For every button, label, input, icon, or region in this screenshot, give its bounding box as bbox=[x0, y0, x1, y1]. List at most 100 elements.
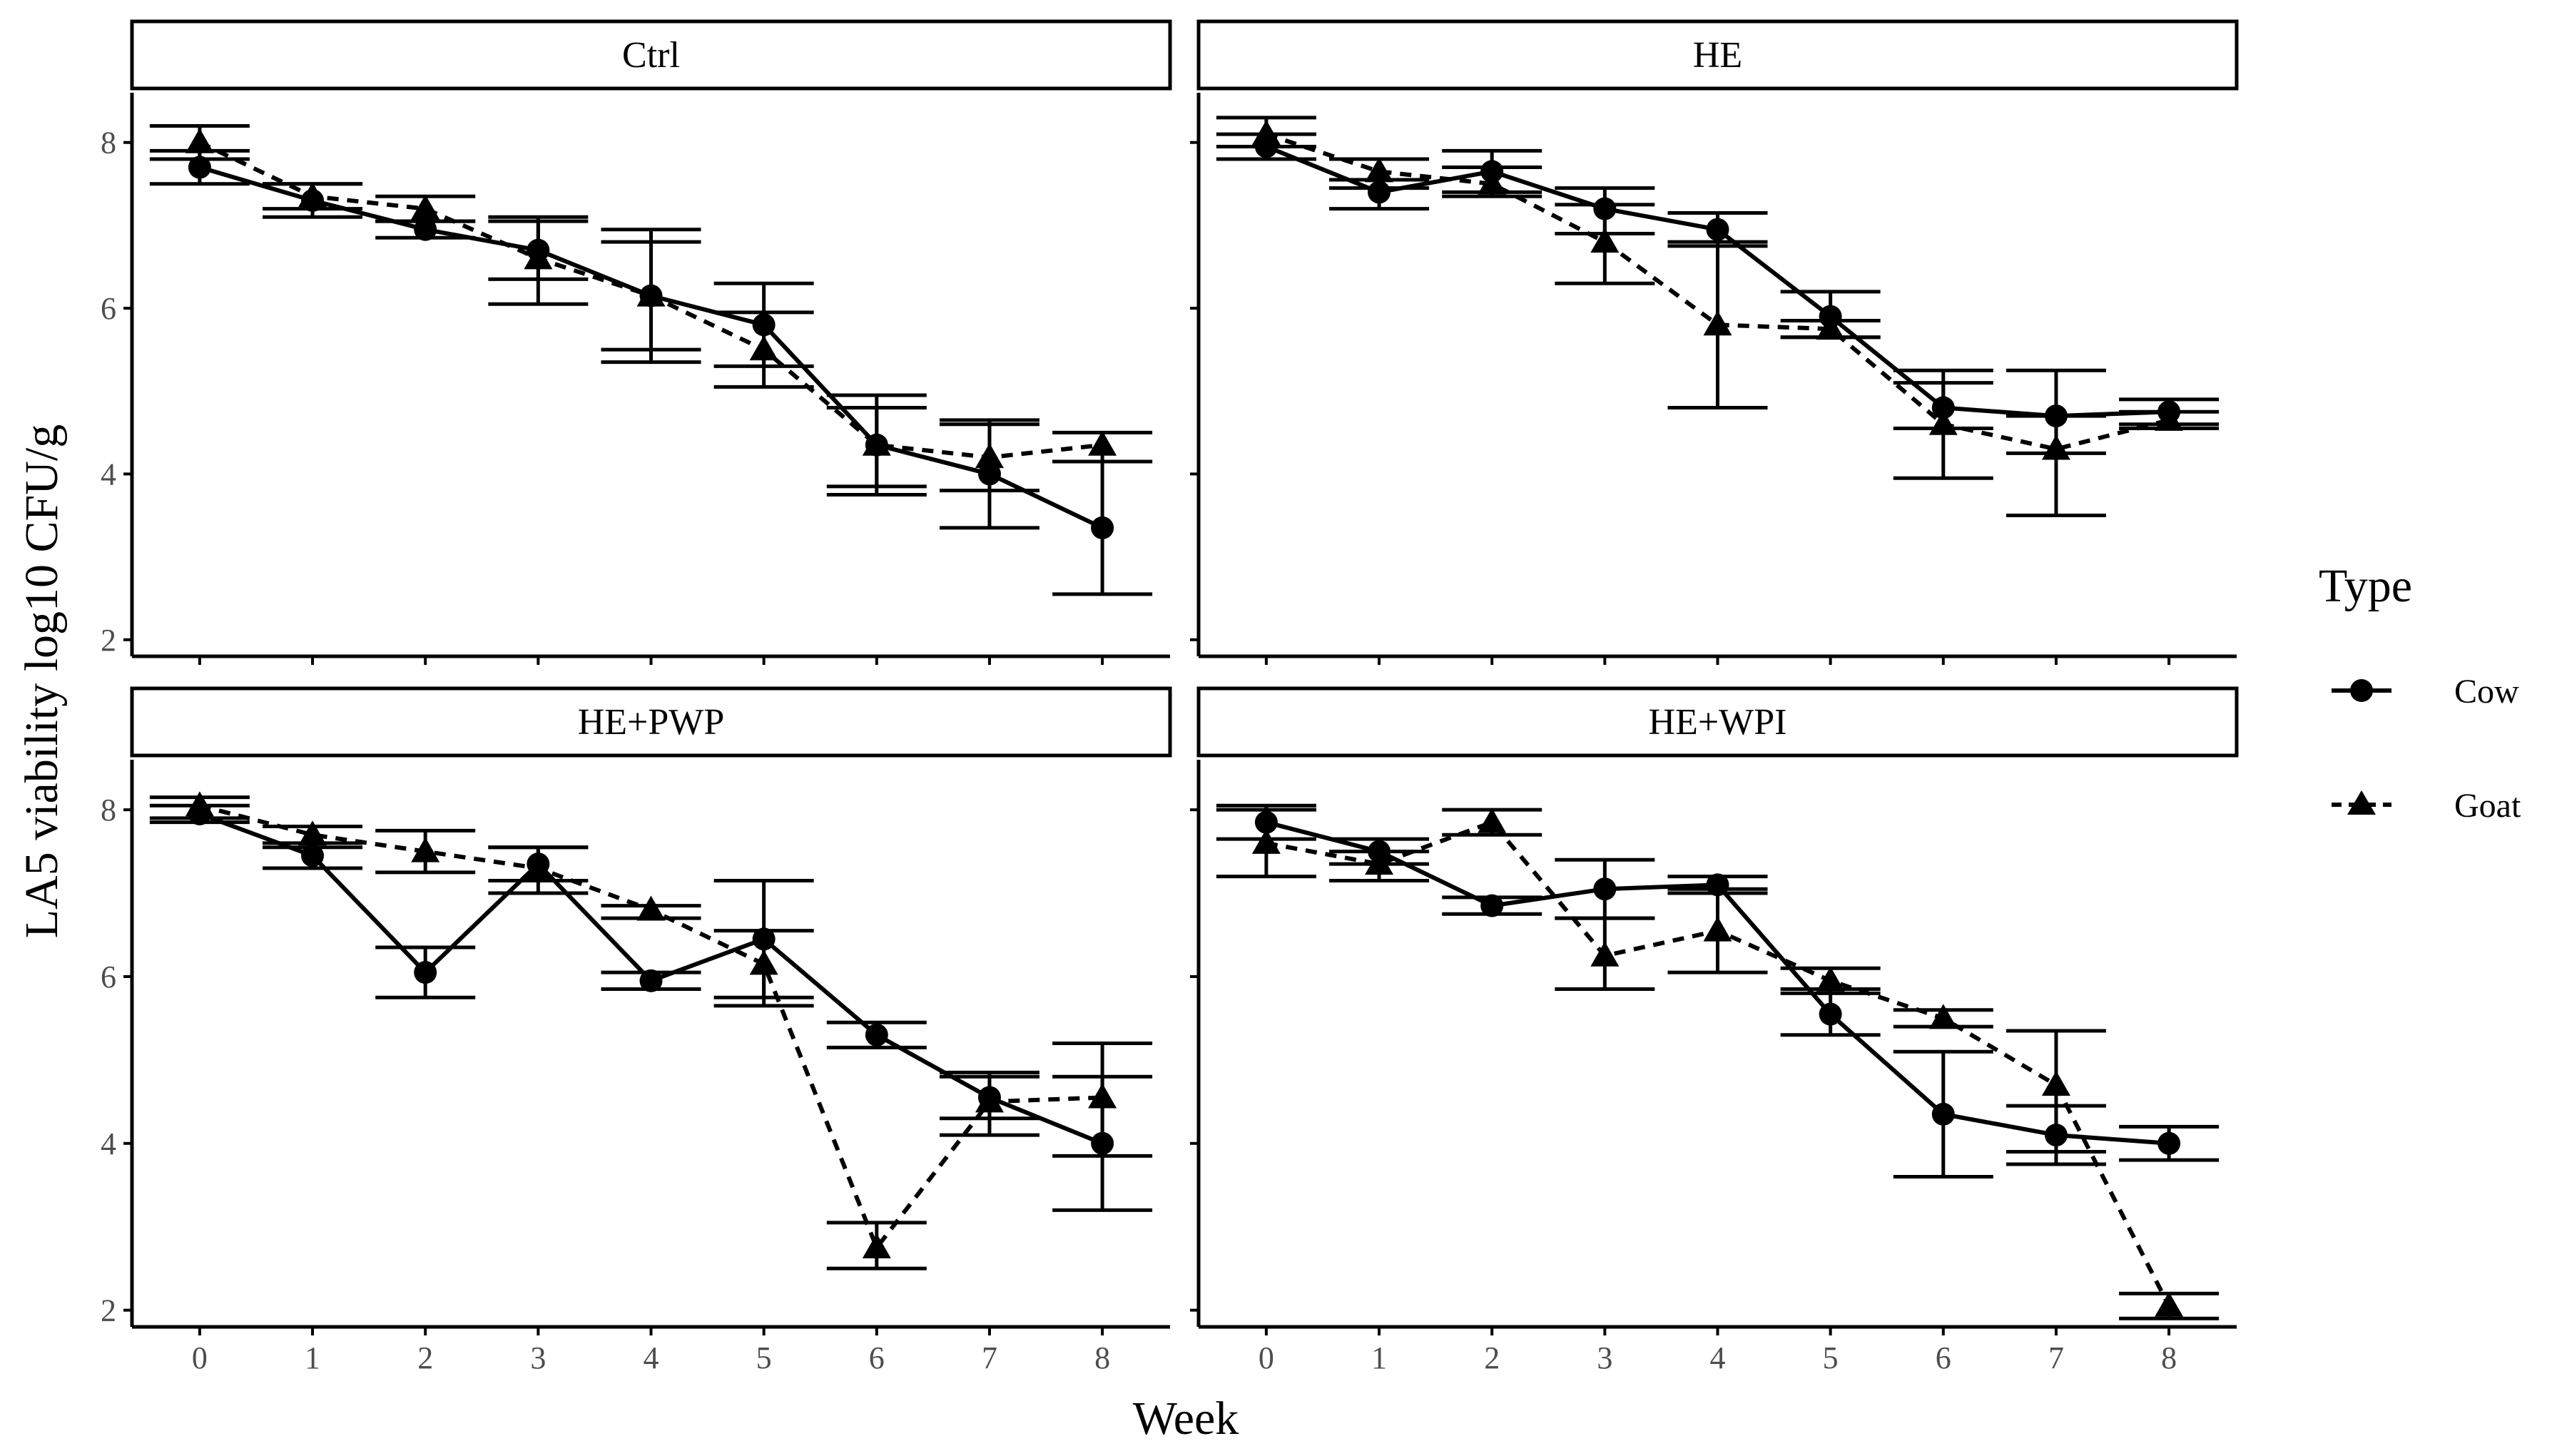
data-point-goat bbox=[298, 820, 327, 846]
panel-title: HE bbox=[1693, 35, 1742, 76]
data-point-cow bbox=[1480, 894, 1504, 917]
panel-title: HE+PWP bbox=[578, 702, 725, 743]
x-tick-label: 3 bbox=[530, 1340, 546, 1375]
y-tick-label: 6 bbox=[101, 959, 116, 994]
data-point-goat bbox=[1251, 120, 1281, 146]
y-tick-label: 8 bbox=[101, 793, 116, 828]
data-point-cow bbox=[414, 961, 437, 984]
x-axis-title: Week bbox=[1133, 1393, 1239, 1445]
legend-cow-marker-icon bbox=[2350, 679, 2373, 702]
x-tick-label: 0 bbox=[1259, 1340, 1274, 1375]
panel-strip bbox=[1196, 686, 2239, 758]
series-goat bbox=[1216, 116, 2220, 517]
data-point-goat bbox=[411, 837, 440, 862]
data-point-cow bbox=[865, 1023, 888, 1047]
series-goat bbox=[149, 791, 1153, 1271]
data-point-goat bbox=[185, 128, 214, 153]
data-point-goat bbox=[1928, 409, 1958, 435]
x-tick-label: 4 bbox=[644, 1340, 659, 1375]
data-point-goat bbox=[2041, 434, 2070, 460]
series-cow bbox=[149, 802, 1153, 1212]
x-tick-label: 0 bbox=[192, 1340, 208, 1375]
legend-entry-cow: Cow bbox=[2332, 673, 2519, 711]
panel-title: Ctrl bbox=[622, 35, 680, 76]
data-point-goat bbox=[749, 950, 778, 975]
panel-he-wpi: HE+WPI 0 1 2 3 4 5 6 7 8 bbox=[1190, 686, 2239, 1375]
data-point-goat bbox=[411, 194, 440, 220]
series-cow bbox=[149, 148, 1153, 596]
x-tick-label: 2 bbox=[417, 1340, 433, 1375]
data-point-cow bbox=[301, 844, 325, 867]
data-point-goat bbox=[975, 1087, 1004, 1113]
data-point-goat bbox=[1478, 169, 1507, 195]
legend-entry-goat: Goat bbox=[2332, 787, 2521, 825]
x-tick-label: 7 bbox=[982, 1340, 997, 1375]
data-point-cow bbox=[1593, 877, 1617, 901]
data-point-goat bbox=[1478, 808, 1507, 833]
data-point-goat bbox=[636, 895, 666, 921]
x-tick-label: 1 bbox=[305, 1340, 320, 1375]
data-point-goat bbox=[185, 791, 214, 817]
panel-title: HE+WPI bbox=[1649, 702, 1787, 743]
legend-cow-label: Cow bbox=[2454, 673, 2519, 711]
data-point-goat bbox=[524, 853, 553, 879]
x-tick-label: 7 bbox=[2048, 1340, 2064, 1375]
x-tick-label: 8 bbox=[2161, 1340, 2177, 1375]
data-point-cow bbox=[1706, 218, 1729, 241]
y-tick-label: 2 bbox=[101, 1293, 116, 1328]
data-point-goat bbox=[862, 1233, 891, 1258]
data-point-goat bbox=[1251, 828, 1281, 854]
data-point-goat bbox=[636, 281, 666, 307]
x-tick-label: 8 bbox=[1094, 1340, 1110, 1375]
x-tick-label: 4 bbox=[1710, 1340, 1726, 1375]
panel-strip bbox=[130, 686, 1172, 758]
data-point-goat bbox=[1703, 916, 1732, 942]
legend-goat-marker-icon bbox=[2347, 790, 2376, 815]
panel-strip bbox=[130, 19, 1172, 91]
x-tick-label: 6 bbox=[1936, 1340, 1951, 1375]
data-point-goat bbox=[1928, 1004, 1958, 1029]
data-point-goat bbox=[862, 430, 891, 456]
data-point-goat bbox=[1365, 850, 1394, 875]
x-tick-label: 6 bbox=[869, 1340, 885, 1375]
data-point-goat bbox=[298, 182, 327, 208]
y-tick-label: 8 bbox=[101, 126, 116, 161]
y-tick-label: 4 bbox=[101, 1126, 116, 1161]
legend-goat-label: Goat bbox=[2454, 787, 2521, 825]
series-line bbox=[199, 803, 1103, 1250]
data-point-goat bbox=[975, 443, 1004, 469]
panel-he-pwp: HE+PWP 2 4 6 8 0 1 2 3 4 5 6 7 8 bbox=[101, 686, 1172, 1375]
data-point-goat bbox=[1590, 941, 1620, 967]
data-point-cow bbox=[1819, 1002, 1842, 1026]
y-tick-label: 2 bbox=[101, 623, 116, 658]
series-goat bbox=[149, 123, 1153, 493]
y-tick-label: 4 bbox=[101, 457, 116, 492]
legend-title: Type bbox=[2319, 560, 2412, 612]
data-point-goat bbox=[1088, 1083, 1117, 1109]
data-point-cow bbox=[1931, 1102, 1955, 1126]
data-point-goat bbox=[1703, 310, 1732, 336]
data-point-cow bbox=[2157, 1131, 2181, 1155]
data-point-goat bbox=[1590, 228, 1620, 253]
data-point-goat bbox=[2041, 1070, 2070, 1096]
y-tick-label: 6 bbox=[101, 291, 116, 326]
data-point-cow bbox=[1091, 516, 1114, 539]
panel-he: HE bbox=[1190, 19, 2239, 665]
x-tick-label: 3 bbox=[1597, 1340, 1612, 1375]
data-point-cow bbox=[188, 156, 211, 179]
data-point-goat bbox=[1088, 430, 1117, 456]
data-point-goat bbox=[524, 244, 553, 270]
data-point-goat bbox=[1816, 315, 1845, 340]
series-goat bbox=[1216, 808, 2220, 1320]
data-point-cow bbox=[639, 969, 663, 992]
x-tick-label: 5 bbox=[1823, 1340, 1839, 1375]
legend: Type Cow Goat bbox=[2319, 560, 2521, 825]
data-point-cow bbox=[414, 218, 437, 241]
data-point-goat bbox=[749, 335, 778, 361]
y-axis-title: LA5 viability log10 CFU/g bbox=[16, 424, 68, 939]
data-point-goat bbox=[2155, 405, 2184, 431]
data-point-goat bbox=[1816, 966, 1845, 992]
panel-ctrl: Ctrl 2 4 6 8 bbox=[101, 19, 1172, 665]
series-line bbox=[1266, 820, 2170, 1146]
